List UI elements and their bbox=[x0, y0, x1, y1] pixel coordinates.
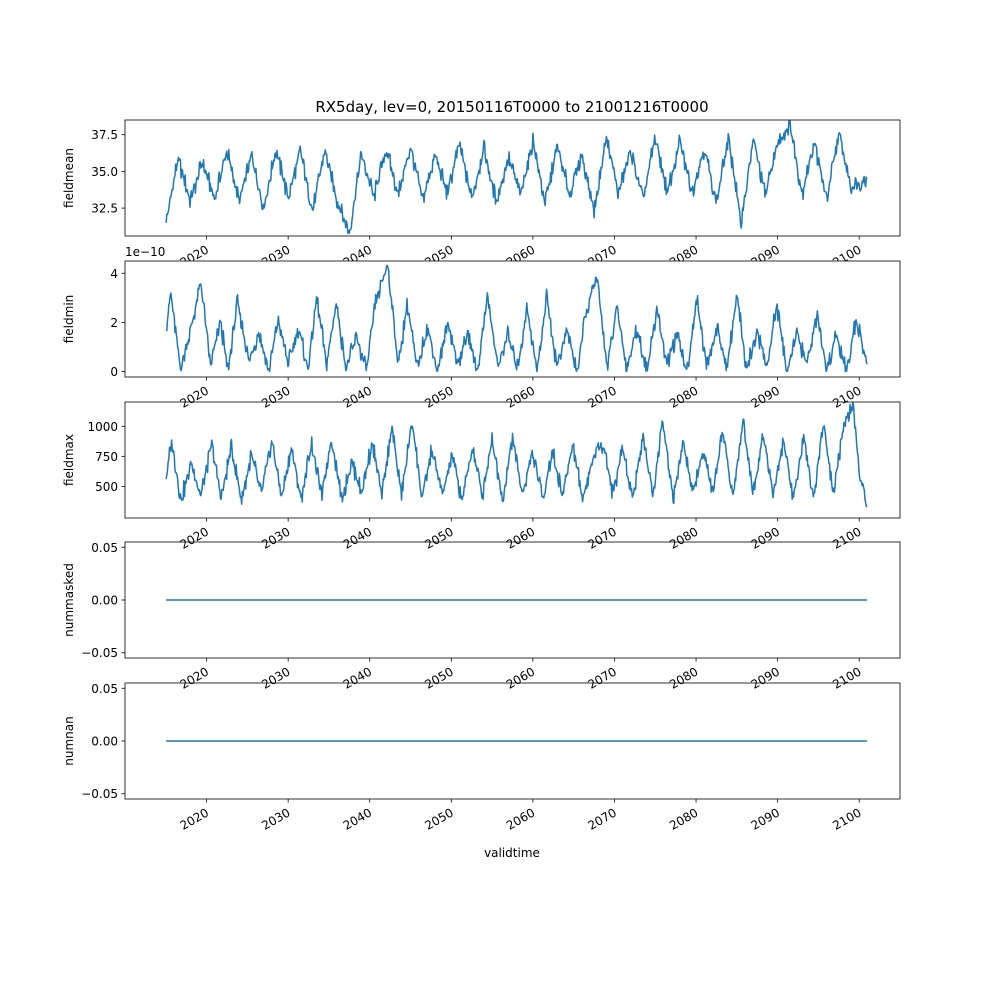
y-tick-label: 500 bbox=[95, 480, 118, 494]
axes-frame bbox=[124, 119, 901, 237]
x-tick-label: 2080 bbox=[667, 805, 700, 832]
y-offset-label: 1e−10 bbox=[125, 245, 165, 259]
y-axis-label: fieldmax bbox=[62, 434, 76, 486]
y-tick-label: 750 bbox=[95, 450, 118, 464]
axes-frame bbox=[124, 401, 901, 519]
x-tick-label: 2070 bbox=[586, 805, 619, 832]
y-tick-label: 0.05 bbox=[91, 541, 118, 555]
y-tick-label: −0.05 bbox=[81, 646, 118, 660]
x-tick-label: 2020 bbox=[178, 805, 211, 832]
y-tick-label: 0.05 bbox=[91, 682, 118, 696]
series-line-fieldmean bbox=[165, 120, 868, 235]
series-line-fieldmax bbox=[165, 402, 868, 508]
y-tick-label: 35.0 bbox=[91, 165, 118, 179]
y-tick-label: 2 bbox=[110, 316, 118, 330]
y-axis-label: nummasked bbox=[62, 563, 76, 637]
x-tick-label: 2060 bbox=[504, 805, 537, 832]
y-tick-label: 1000 bbox=[87, 420, 118, 434]
x-axis-label: validtime bbox=[484, 846, 540, 860]
panel-background bbox=[65, 402, 920, 518]
axes-frame bbox=[124, 260, 901, 378]
y-tick-label: 4 bbox=[110, 267, 118, 281]
y-tick-label: 0.00 bbox=[91, 594, 118, 608]
y-axis-label: fieldmin bbox=[62, 295, 76, 344]
y-tick-label: 37.5 bbox=[91, 128, 118, 142]
y-tick-label: 32.5 bbox=[91, 202, 118, 216]
x-tick-label: 2030 bbox=[259, 805, 292, 832]
subplot-stack: 32.5 35.0 37.5 fieldmean 2020 2030 2040 2050 206… bbox=[62, 119, 920, 833]
y-tick-label: −0.05 bbox=[81, 787, 118, 801]
x-tick-label: 2040 bbox=[341, 805, 374, 832]
x-tick-label: 2050 bbox=[422, 805, 455, 832]
y-tick-label: 0.00 bbox=[91, 735, 118, 749]
x-tick-label: 2090 bbox=[749, 805, 782, 832]
y-axis-label: fieldmean bbox=[62, 148, 76, 208]
chart-title: RX5day, lev=0, 20150116T0000 to 21001216… bbox=[315, 98, 708, 116]
x-tick-label: 2100 bbox=[830, 805, 863, 832]
y-tick-label: 0 bbox=[110, 365, 118, 379]
y-axis-label: numnan bbox=[62, 716, 76, 765]
series-line-fieldmin bbox=[165, 264, 868, 373]
